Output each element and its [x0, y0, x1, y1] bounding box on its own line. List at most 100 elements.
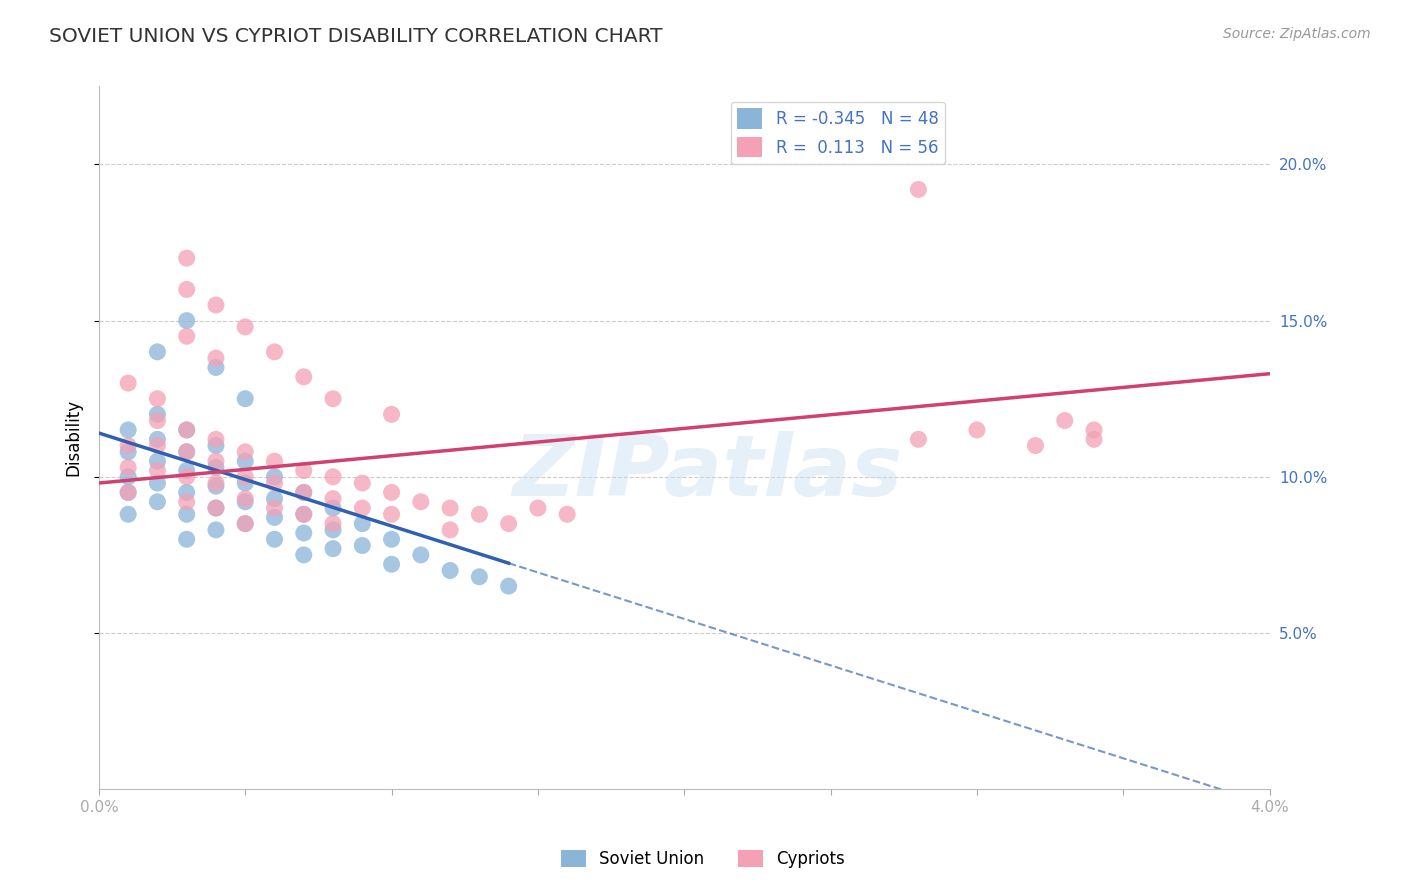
Point [146, 413, 169, 427]
Point [263, 470, 285, 484]
Point [205, 460, 228, 475]
Point [352, 539, 374, 553]
Point [498, 516, 520, 531]
Point [468, 508, 491, 522]
Point [292, 508, 315, 522]
Point [233, 319, 256, 334]
Point [263, 454, 285, 468]
Point [263, 533, 285, 547]
Point [380, 558, 402, 572]
Point [322, 491, 344, 506]
Point [233, 516, 256, 531]
Point [233, 491, 256, 506]
Point [205, 501, 228, 516]
Point [263, 476, 285, 491]
Point [322, 501, 344, 516]
Point [1083, 423, 1105, 437]
Point [205, 479, 228, 493]
Point [292, 508, 315, 522]
Point [205, 298, 228, 312]
Point [409, 495, 432, 509]
Point [263, 510, 285, 524]
Point [439, 564, 461, 578]
Point [117, 470, 139, 484]
Point [205, 351, 228, 365]
Point [146, 439, 169, 453]
Point [146, 476, 169, 491]
Point [322, 516, 344, 531]
Point [380, 533, 402, 547]
Point [1053, 413, 1076, 427]
Point [176, 329, 198, 343]
Point [233, 470, 256, 484]
Point [907, 433, 929, 447]
Point [233, 516, 256, 531]
Point [233, 445, 256, 459]
Point [176, 464, 198, 478]
Point [205, 523, 228, 537]
Point [176, 313, 198, 327]
Text: SOVIET UNION VS CYPRIOT DISABILITY CORRELATION CHART: SOVIET UNION VS CYPRIOT DISABILITY CORRE… [49, 27, 662, 45]
Point [380, 508, 402, 522]
Legend: Soviet Union, Cypriots: Soviet Union, Cypriots [554, 843, 852, 875]
Point [233, 495, 256, 509]
Point [1083, 433, 1105, 447]
Point [439, 501, 461, 516]
Point [205, 433, 228, 447]
Point [117, 423, 139, 437]
Point [117, 485, 139, 500]
Point [966, 423, 988, 437]
Point [146, 495, 169, 509]
Point [117, 508, 139, 522]
Point [176, 485, 198, 500]
Point [205, 501, 228, 516]
Point [1024, 439, 1046, 453]
Point [205, 454, 228, 468]
Point [146, 344, 169, 359]
Point [292, 485, 315, 500]
Point [233, 454, 256, 468]
Point [292, 485, 315, 500]
Point [352, 501, 374, 516]
Point [322, 470, 344, 484]
Point [205, 439, 228, 453]
Point [409, 548, 432, 562]
Point [498, 579, 520, 593]
Point [292, 526, 315, 541]
Point [117, 485, 139, 500]
Point [146, 392, 169, 406]
Point [263, 344, 285, 359]
Point [146, 454, 169, 468]
Point [292, 369, 315, 384]
Point [380, 485, 402, 500]
Text: Source: ZipAtlas.com: Source: ZipAtlas.com [1223, 27, 1371, 41]
Point [322, 523, 344, 537]
Point [322, 392, 344, 406]
Point [176, 533, 198, 547]
Point [527, 501, 550, 516]
Point [176, 282, 198, 296]
Point [146, 407, 169, 421]
Point [176, 495, 198, 509]
Point [176, 423, 198, 437]
Point [468, 570, 491, 584]
Y-axis label: Disability: Disability [65, 400, 82, 476]
Point [380, 407, 402, 421]
Point [292, 464, 315, 478]
Point [555, 508, 578, 522]
Point [117, 445, 139, 459]
Point [117, 376, 139, 390]
Point [907, 182, 929, 196]
Point [176, 423, 198, 437]
Point [176, 445, 198, 459]
Point [292, 548, 315, 562]
Point [146, 433, 169, 447]
Point [439, 523, 461, 537]
Point [233, 392, 256, 406]
Point [176, 445, 198, 459]
Point [233, 476, 256, 491]
Legend: R = -0.345   N = 48, R =  0.113   N = 56: R = -0.345 N = 48, R = 0.113 N = 56 [731, 102, 945, 164]
Point [117, 460, 139, 475]
Point [176, 251, 198, 265]
Point [322, 541, 344, 556]
